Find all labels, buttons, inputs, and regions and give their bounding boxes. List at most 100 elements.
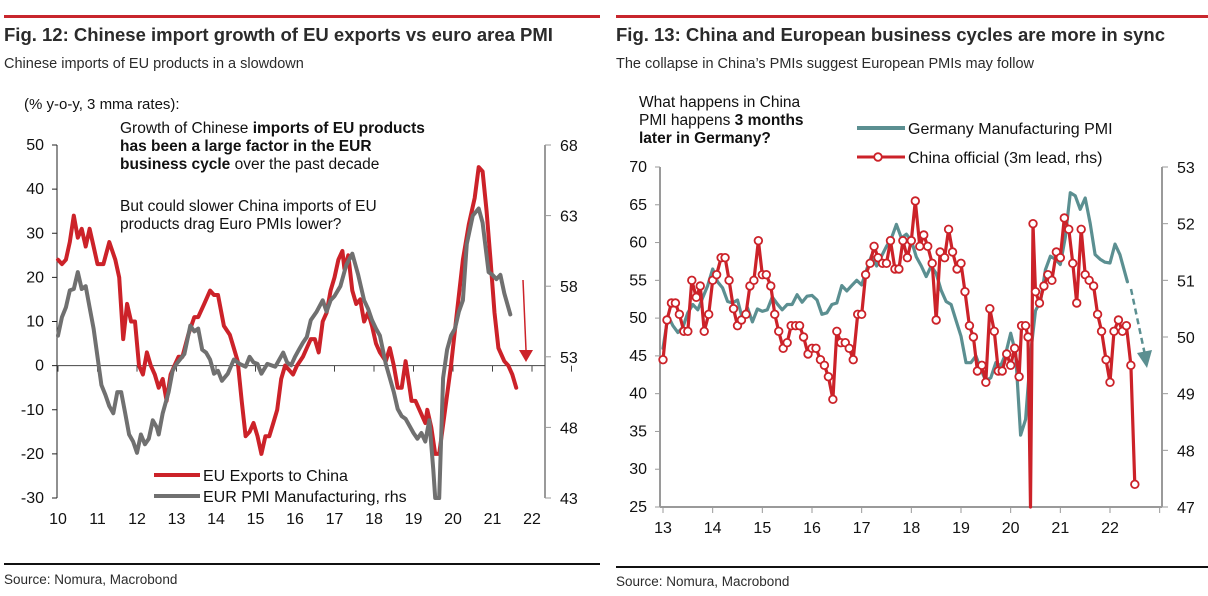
c12-forecast-arrow-shaft (522, 279, 527, 351)
c13-series-point (1014, 371, 1024, 382)
ann1-text-a: Growth of Chinese (120, 120, 253, 137)
c13-series-point (1030, 286, 1041, 297)
c13-series-point (1020, 320, 1031, 331)
c12-x-tick-label: 11 (89, 511, 106, 528)
c12-left-tick-label: -30 (21, 490, 44, 507)
c13-series-point (860, 269, 871, 280)
c13-series-point (960, 286, 970, 297)
c13-series-point (997, 366, 1007, 376)
c12-x-tick-label: 15 (247, 511, 265, 528)
ann1-text-b: imports of EU products (252, 120, 425, 137)
c12-left-tick-label: -10 (21, 402, 44, 419)
c13-series-point (819, 360, 830, 371)
c12-x-tick-label: 18 (365, 511, 383, 528)
c13-series-point (794, 320, 805, 331)
c13-series-point (1055, 252, 1066, 263)
c13-series-point (1072, 298, 1082, 308)
c13-series-point (985, 303, 995, 314)
c13-series-point (1109, 326, 1119, 337)
c13-series-point (865, 258, 875, 269)
c12-right-tick-label: 68 (560, 138, 578, 155)
c13-left-tick-label: 25 (629, 499, 647, 516)
c13-left-tick-label: 50 (629, 310, 647, 327)
c13-series-point (828, 394, 838, 405)
c13-series-point (968, 332, 979, 342)
left-bottom-rule (4, 563, 600, 565)
c13-series-point (923, 241, 933, 252)
left-panel: Fig. 12: Chinese import growth of EU exp… (0, 0, 600, 596)
c13-right-tick-label: 47 (1177, 500, 1195, 517)
c13-projection-arrow-shaft (1129, 288, 1147, 356)
c12-legend-label-gray: EUR PMI Manufacturing, rhs (203, 489, 407, 506)
ann1-text-e: over the past decade (230, 156, 380, 173)
c13-series-point (687, 275, 697, 286)
c13-series-point (915, 241, 925, 252)
c13-series-point (724, 275, 734, 286)
ann1-text-d: business cycle (120, 156, 231, 173)
c12-right-tick-label: 43 (560, 491, 578, 508)
c13-series-point (683, 326, 693, 337)
c13-right-tick-label: 51 (1177, 273, 1195, 290)
c12-right-tick-label: 53 (560, 350, 578, 367)
c13-series-point (728, 303, 739, 314)
c13-series-point (670, 298, 681, 308)
c13-series-point (774, 326, 784, 337)
rann-line-2a: PMI happens (639, 112, 735, 129)
right-annotation: What happens in China PMI happens 3 mont… (639, 94, 804, 148)
ann1-text-c: has been a large factor in the EUR (120, 138, 372, 155)
c13-series-point (741, 309, 751, 320)
left-top-rule (4, 15, 600, 18)
left-figure-subtitle: Chinese imports of EU products in a slow… (4, 56, 304, 72)
c12-left-tick-label: 30 (26, 225, 44, 242)
c13-series-point (1076, 224, 1086, 235)
c13-series-point (947, 247, 958, 257)
c13-x-tick-label: 13 (654, 520, 672, 537)
c13-series-point (989, 326, 999, 337)
c13-projection-arrow-head (1137, 350, 1152, 368)
right-figure-subtitle: The collapse in China’s PMIs suggest Eur… (616, 56, 1035, 72)
c12-right-tick-label: 58 (560, 279, 578, 296)
c13-right-tick-label: 53 (1177, 160, 1195, 177)
right-figure-title: Fig. 13: China and European business cyc… (616, 24, 1166, 45)
c12-x-tick-label: 17 (326, 511, 344, 528)
left-annotation-1: Growth of Chinese imports of EU products… (120, 120, 425, 174)
c13-series-point (749, 275, 759, 286)
c12-series-line-1 (56, 206, 513, 500)
c13-series-point (1009, 343, 1020, 354)
c13-left-tick-label: 35 (629, 423, 647, 440)
c13-series-point (1047, 275, 1057, 286)
c13-series-point (811, 343, 821, 354)
c13-series-point (906, 235, 917, 246)
c13-left-tick-label: 55 (629, 272, 647, 289)
c13-series-point (977, 360, 987, 371)
c13-series-point (1023, 332, 1033, 342)
c13-series-point (956, 258, 966, 269)
c13-left-tick-label: 30 (629, 461, 647, 478)
right-top-rule (616, 15, 1208, 18)
right-source: Source: Nomura, Macrobond (616, 574, 790, 589)
c13-series-point (761, 269, 772, 280)
c12-x-tick-label: 22 (523, 511, 541, 528)
c12-right-tick-label: 48 (560, 420, 578, 437)
c13-series-line-0 (661, 191, 1129, 437)
c13-series-point (711, 269, 722, 280)
c12-x-tick-label: 20 (444, 511, 462, 528)
c13-series-point (881, 258, 892, 269)
c13-right-tick-label: 52 (1177, 217, 1195, 234)
c13-left-tick-label: 60 (629, 235, 647, 252)
ann2-line-1: But could slower China imports of EU (120, 198, 377, 215)
c13-series-point (894, 264, 904, 274)
c13-series-point (1126, 360, 1136, 371)
c13-legend-label-teal: Germany Manufacturing PMI (908, 121, 1113, 138)
c13-right-tick-label: 48 (1177, 443, 1195, 460)
c12-right-tick-label: 63 (560, 209, 578, 226)
c13-series-point (823, 371, 834, 382)
c13-series-point (927, 258, 937, 269)
c13-series-point (1101, 354, 1111, 365)
c13-x-tick-label: 20 (1002, 520, 1020, 537)
c12-left-tick-label: 0 (35, 358, 44, 375)
c13-series-point (1130, 479, 1140, 490)
c13-series-point (798, 332, 809, 342)
c13-series-point (885, 235, 896, 246)
